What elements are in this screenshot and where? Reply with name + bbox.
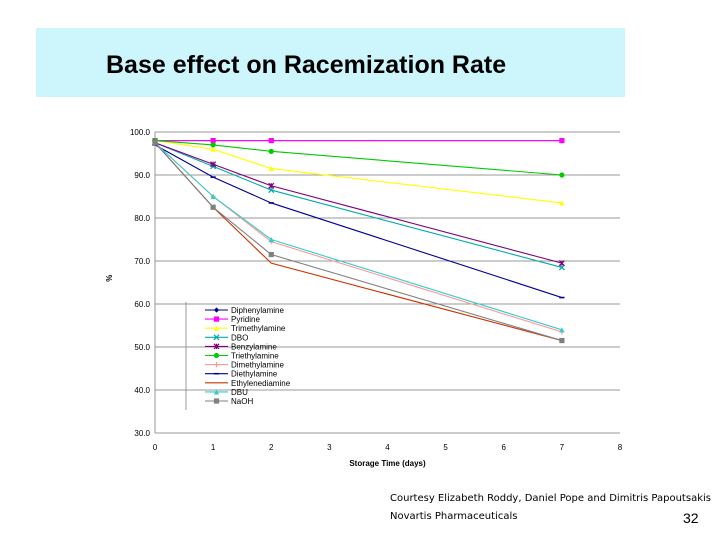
series-triethylamine: [152, 138, 565, 178]
legend-item-diphenylamine: Diphenylamine: [205, 306, 284, 315]
legend: DiphenylaminePyridineTrimethylamineDBOBe…: [185, 302, 291, 410]
legend-label: Benzylamine: [231, 342, 277, 351]
data-point-benzylamine: [558, 260, 565, 267]
legend-marker: [213, 334, 220, 341]
legend-marker: [213, 316, 220, 322]
x-axis-title: Storage Time (days): [349, 459, 426, 468]
x-tick-label: 6: [502, 443, 507, 452]
y-tick-label: 80.0: [134, 214, 150, 223]
y-tick-label: 100.0: [130, 128, 151, 137]
x-tick-label: 3: [327, 443, 332, 452]
legend-item-dbo: DBO: [205, 333, 248, 342]
data-point-dbu: [210, 193, 216, 200]
legend-item-trimethylamine: Trimethylamine: [205, 324, 286, 333]
series-pyridine: [152, 138, 565, 144]
data-point-triethylamine: [210, 142, 216, 148]
slide-title: Base effect on Racemization Rate: [106, 51, 507, 79]
data-point-naoh: [268, 251, 274, 258]
series-line-benzylamine: [154, 142, 563, 264]
y-axis-title: %: [105, 275, 114, 282]
legend-item-benzylamine: Benzylamine: [205, 342, 277, 351]
legend-label: DBU: [231, 388, 248, 397]
series-line-dbo: [154, 142, 563, 268]
legend-marker: [213, 352, 220, 359]
legend-label: NaOH: [231, 397, 253, 406]
series-trimethylamine: [152, 138, 565, 206]
data-point-pyridine: [210, 138, 216, 144]
data-point-trimethylamine: [559, 200, 565, 206]
x-tick-label: 1: [211, 443, 216, 452]
legend-label: Diphenylamine: [231, 306, 284, 315]
page-number: 32: [683, 510, 699, 526]
credit-line-1: Courtesy Elizabeth Roddy, Daniel Pope an…: [390, 493, 711, 504]
data-point-triethylamine: [268, 148, 274, 154]
y-tick-label: 40.0: [134, 386, 150, 395]
data-point-naoh: [559, 337, 565, 344]
legend-item-dbu: DBU: [205, 388, 248, 397]
credit-line-2: Novartis Pharmaceuticals: [390, 511, 518, 522]
y-tick-label: 30.0: [134, 429, 150, 438]
x-tick-label: 4: [385, 443, 390, 452]
legend-label: Ethylenediamine: [231, 379, 291, 388]
legend-marker: [213, 307, 220, 313]
y-tick-label: 70.0: [134, 257, 150, 266]
legend-label: DBO: [231, 333, 248, 342]
legend-marker: [213, 325, 220, 331]
credit-block: Courtesy Elizabeth Roddy, Daniel Pope an…: [390, 490, 711, 526]
data-point-dbu: [559, 327, 565, 333]
series-dimethylamine: [152, 140, 565, 335]
legend-item-naoh: NaOH: [205, 397, 253, 406]
legend-item-triethylamine: Triethylamine: [205, 352, 279, 361]
data-point-naoh: [210, 204, 216, 210]
series-line-dbu: [154, 142, 563, 331]
series-naoh: [152, 140, 565, 344]
data-point-dbu: [268, 236, 274, 243]
data-point-pyridine: [268, 138, 274, 144]
title-banner: Base effect on Racemization Rate: [36, 28, 625, 97]
x-tick-label: 5: [443, 443, 448, 452]
x-tick-label: 0: [153, 443, 158, 452]
data-point-benzylamine: [210, 161, 217, 168]
legend-marker: [213, 343, 220, 350]
y-tick-label: 60.0: [134, 300, 150, 309]
series-line-naoh: [154, 142, 563, 342]
legend-item-ethylenediamine: Ethylenediamine: [205, 379, 291, 388]
legend-label: Dimethylamine: [231, 361, 284, 370]
legend-item-pyridine: Pyridine: [205, 315, 260, 324]
series-line-triethylamine: [154, 140, 562, 176]
y-tick-label: 90.0: [134, 171, 150, 180]
series-line-diethylamine: [154, 144, 563, 299]
data-point-naoh: [152, 140, 158, 146]
data-point-triethylamine: [559, 172, 565, 178]
data-point-trimethylamine: [268, 165, 274, 172]
x-tick-label: 2: [269, 443, 274, 452]
data-point-benzylamine: [268, 182, 275, 189]
legend-label: Pyridine: [231, 315, 260, 324]
legend-label: Triethylamine: [231, 352, 279, 361]
y-tick-label: 50.0: [134, 343, 150, 352]
series-line-trimethylamine: [154, 140, 562, 204]
x-tick-label: 8: [618, 443, 623, 452]
data-point-pyridine: [559, 138, 565, 144]
legend-marker: [213, 362, 220, 368]
legend-marker: [213, 389, 220, 395]
legend-item-dimethylamine: Dimethylamine: [205, 361, 284, 370]
legend-label: Trimethylamine: [231, 324, 286, 333]
legend-label: Diethylamine: [231, 370, 278, 379]
data-point-trimethylamine: [210, 146, 216, 152]
x-tick-label: 7: [560, 443, 565, 452]
legend-item-diethylamine: Diethylamine: [205, 370, 278, 379]
legend-marker: [213, 398, 220, 404]
